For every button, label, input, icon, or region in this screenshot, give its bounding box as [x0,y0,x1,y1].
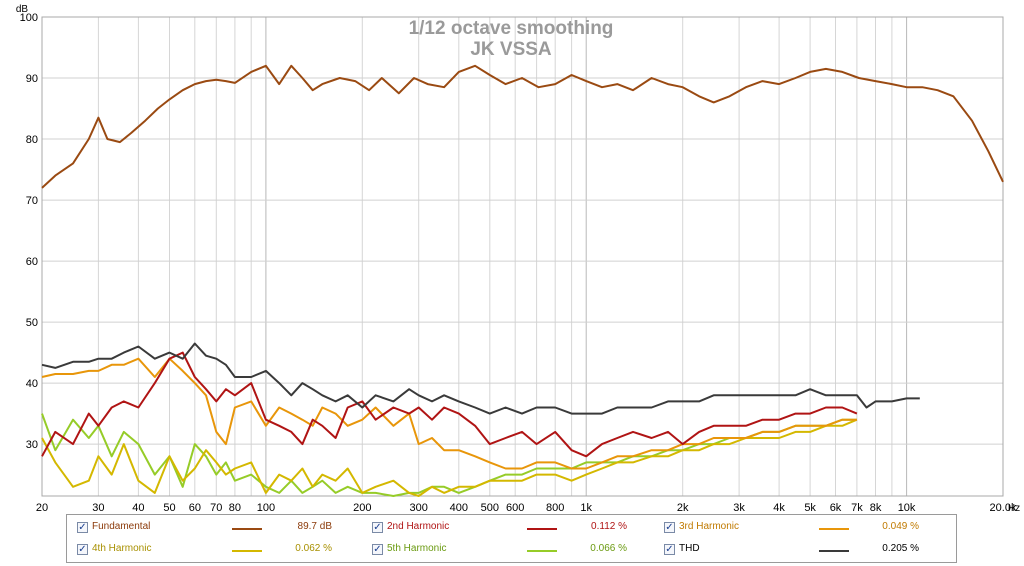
x-tick-label: 600 [506,502,524,514]
legend-label: 2nd Harmonic [387,521,450,532]
x-tick-labels: 20 30 40 50 60 70 80 100 200 300 400 500 600 800 1k 2k 3… [36,502,1017,514]
y-tick-label: 50 [26,317,38,329]
x-tick-label: 1k [580,502,592,514]
legend-label: 5th Harmonic [387,543,447,554]
x-tick-label: 5k [804,502,816,514]
legend-value: 0.205 % [882,543,919,554]
chart-canvas: 30 40 50 60 70 80 90 100 20 30 40 50 60 70 80 100 200 30… [16,4,1020,514]
legend-checkbox-5th-harmonic[interactable]: ✓ [372,544,383,555]
legend-row: ✓ Fundamental 89.7 dB ✓ 2nd Harmonic 0.112 % ✓… [67,519,956,539]
series-line-5th-harmonic [41,413,857,497]
legend-value: 0.062 % [295,543,332,554]
chart-subtitle: JK VSSA [470,39,552,60]
x-tick-label: 800 [546,502,564,514]
legend-label: Fundamental [92,521,151,532]
legend-value: 0.066 % [590,543,627,554]
x-tick-label: 50 [163,502,175,514]
x-tick-label: 60 [189,502,201,514]
y-tick-labels: 30 40 50 60 70 80 90 100 [20,12,38,451]
x-tick-label: 80 [229,502,241,514]
x-tick-label: 200 [353,502,371,514]
series-line-4th-harmonic [41,418,858,497]
legend-swatch [232,528,262,530]
legend-row: ✓ 4th Harmonic 0.062 % ✓ 5th Harmonic 0.066 %… [67,541,956,561]
y-tick-label: 40 [26,378,38,390]
x-tick-label: 300 [410,502,428,514]
y-tick-label: 30 [26,439,38,451]
legend-item-3rd-harmonic: ✓ 3rd Harmonic 0.049 % [664,519,944,539]
x-axis-unit-label: Hz [1008,503,1020,514]
series-layer [41,64,1004,497]
x-tick-label: 2k [677,502,689,514]
plot-frame [41,16,1004,497]
legend-swatch [819,550,849,552]
legend-item-2nd-harmonic: ✓ 2nd Harmonic 0.112 % [372,519,652,539]
legend-checkbox-fundamental[interactable]: ✓ [77,522,88,533]
legend-panel: ✓ Fundamental 89.7 dB ✓ 2nd Harmonic 0.112 % ✓… [66,514,957,563]
legend-item-thd: ✓ THD 0.205 % [664,541,944,561]
x-tick-label: 20.0k [990,502,1017,514]
legend-label: 4th Harmonic [92,543,152,554]
y-tick-label: 90 [26,73,38,85]
y-tick-label: 100 [20,12,38,24]
legend-value: 89.7 dB [297,521,332,532]
y-tick-label: 80 [26,134,38,146]
legend-swatch [232,550,262,552]
legend-checkbox-thd[interactable]: ✓ [664,544,675,555]
x-tick-label: 4k [773,502,785,514]
series-line-2nd-harmonic [41,351,858,458]
x-tick-label: 3k [733,502,745,514]
legend-item-5th-harmonic: ✓ 5th Harmonic 0.066 % [372,541,652,561]
series-line-thd [41,342,920,415]
legend-value: 0.049 % [882,521,919,532]
x-tick-label: 30 [92,502,104,514]
x-tick-label: 100 [257,502,275,514]
x-tick-label: 500 [481,502,499,514]
y-tick-label: 60 [26,256,38,268]
legend-checkbox-3rd-harmonic[interactable]: ✓ [664,522,675,533]
legend-item-4th-harmonic: ✓ 4th Harmonic 0.062 % [77,541,357,561]
legend-label: 3rd Harmonic [679,521,740,532]
legend-swatch [819,528,849,530]
legend-checkbox-4th-harmonic[interactable]: ✓ [77,544,88,555]
legend-swatch [527,528,557,530]
legend-checkbox-2nd-harmonic[interactable]: ✓ [372,522,383,533]
x-tick-label: 7k [851,502,863,514]
x-tick-label: 20 [36,502,48,514]
x-tick-label: 6k [830,502,842,514]
chart-title: 1/12 octave smoothing [409,18,614,39]
y-tick-label: 70 [26,195,38,207]
series-line-fundamental [41,64,1004,189]
x-tick-label: 8k [870,502,882,514]
legend-item-fundamental: ✓ Fundamental 89.7 dB [77,519,357,539]
legend-swatch [527,550,557,552]
x-tick-label: 40 [132,502,144,514]
legend-value: 0.112 % [591,521,627,532]
series-line-3rd-harmonic [41,357,857,470]
legend-label: THD [679,543,700,554]
x-tick-label: 70 [210,502,222,514]
x-tick-label: 400 [450,502,468,514]
grid [42,16,1003,496]
x-tick-label: 10k [898,502,916,514]
y-axis-unit-label: dB [16,4,29,15]
